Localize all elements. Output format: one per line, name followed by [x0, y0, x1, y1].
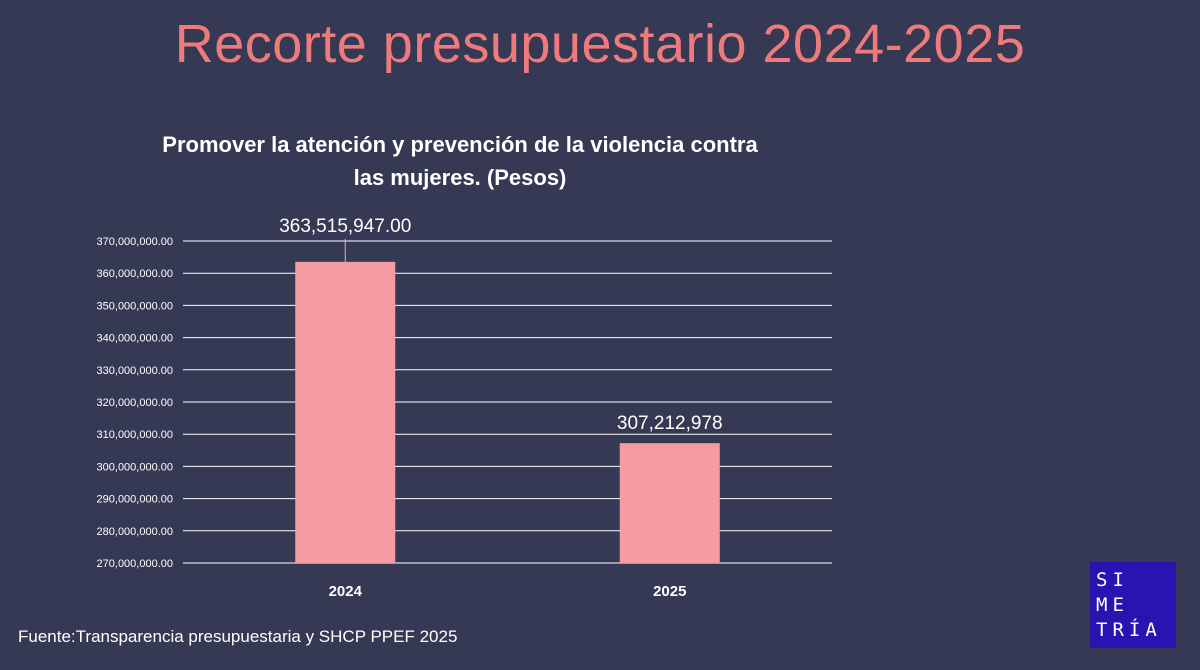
y-tick-label: 310,000,000.00 — [97, 429, 173, 441]
bar-2025 — [619, 443, 720, 563]
y-tick-label: 360,000,000.00 — [97, 268, 173, 280]
y-tick-label: 340,000,000.00 — [97, 333, 173, 345]
logo-line: SI — [1096, 569, 1129, 591]
x-tick-label: 2024 — [329, 583, 363, 600]
simetria-logo: SI ME TRÍA — [1090, 562, 1176, 648]
x-tick-label: 2025 — [653, 583, 686, 600]
y-tick-label: 300,000,000.00 — [97, 461, 173, 473]
data-label: 307,212,978 — [617, 413, 723, 434]
y-tick-label: 290,000,000.00 — [97, 494, 173, 506]
logo-line: TRÍA — [1096, 619, 1162, 641]
y-tick-label: 270,000,000.00 — [97, 558, 173, 570]
slide-title: Recorte presupuestario 2024-2025 — [174, 14, 1026, 74]
data-label: 363,515,947.00 — [279, 216, 411, 237]
y-tick-label: 350,000,000.00 — [97, 300, 173, 312]
bar-2024 — [295, 261, 396, 563]
y-tick-label: 370,000,000.00 — [97, 236, 173, 248]
logo-line: ME — [1096, 594, 1129, 616]
y-tick-label: 280,000,000.00 — [97, 526, 173, 538]
y-tick-label: 330,000,000.00 — [97, 365, 173, 377]
source-note: Fuente:Transparencia presupuestaria y SH… — [18, 627, 458, 646]
chart-title: Promover la atención y prevención de la … — [162, 132, 758, 190]
y-tick-label: 320,000,000.00 — [97, 397, 173, 409]
